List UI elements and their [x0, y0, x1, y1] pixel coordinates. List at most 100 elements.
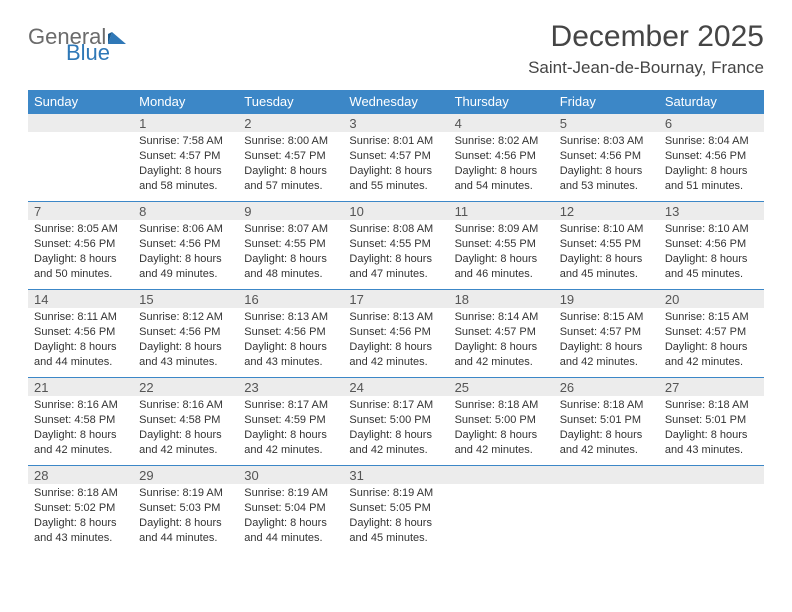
calendar-cell: 30Sunrise: 8:19 AMSunset: 5:04 PMDayligh…: [238, 466, 343, 554]
brand-text: General Blue: [28, 26, 128, 64]
day-number: 9: [238, 202, 343, 220]
calendar-cell: 1Sunrise: 7:58 AMSunset: 4:57 PMDaylight…: [133, 114, 238, 202]
day-details: Sunrise: 8:05 AMSunset: 4:56 PMDaylight:…: [28, 220, 133, 285]
day-details: Sunrise: 8:01 AMSunset: 4:57 PMDaylight:…: [343, 132, 448, 197]
day-number: 10: [343, 202, 448, 220]
brand-logo: General Blue: [28, 26, 128, 64]
day-details: Sunrise: 8:19 AMSunset: 5:03 PMDaylight:…: [133, 484, 238, 549]
calendar-cell: 20Sunrise: 8:15 AMSunset: 4:57 PMDayligh…: [659, 290, 764, 378]
day-details: Sunrise: 8:11 AMSunset: 4:56 PMDaylight:…: [28, 308, 133, 373]
calendar-cell: 14Sunrise: 8:11 AMSunset: 4:56 PMDayligh…: [28, 290, 133, 378]
day-number: 22: [133, 378, 238, 396]
day-number: 25: [449, 378, 554, 396]
day-number: 13: [659, 202, 764, 220]
day-number: 27: [659, 378, 764, 396]
calendar-cell: 17Sunrise: 8:13 AMSunset: 4:56 PMDayligh…: [343, 290, 448, 378]
day-number: 19: [554, 290, 659, 308]
day-number: 11: [449, 202, 554, 220]
calendar-head: SundayMondayTuesdayWednesdayThursdayFrid…: [28, 90, 764, 114]
day-number: 5: [554, 114, 659, 132]
calendar-cell: 13Sunrise: 8:10 AMSunset: 4:56 PMDayligh…: [659, 202, 764, 290]
brand-part2: Blue: [66, 42, 128, 64]
day-number: 1: [133, 114, 238, 132]
day-details: Sunrise: 8:13 AMSunset: 4:56 PMDaylight:…: [343, 308, 448, 373]
calendar-week: 7Sunrise: 8:05 AMSunset: 4:56 PMDaylight…: [28, 202, 764, 290]
day-details: Sunrise: 8:12 AMSunset: 4:56 PMDaylight:…: [133, 308, 238, 373]
day-details: Sunrise: 8:18 AMSunset: 5:01 PMDaylight:…: [554, 396, 659, 461]
day-number: 4: [449, 114, 554, 132]
day-number: 24: [343, 378, 448, 396]
weekday-header: Sunday: [28, 90, 133, 114]
calendar-cell: 15Sunrise: 8:12 AMSunset: 4:56 PMDayligh…: [133, 290, 238, 378]
day-details: Sunrise: 8:10 AMSunset: 4:56 PMDaylight:…: [659, 220, 764, 285]
day-number: 3: [343, 114, 448, 132]
weekday-header: Wednesday: [343, 90, 448, 114]
title-block: December 2025 Saint-Jean-de-Bournay, Fra…: [528, 20, 764, 78]
day-number: 2: [238, 114, 343, 132]
calendar-cell: 27Sunrise: 8:18 AMSunset: 5:01 PMDayligh…: [659, 378, 764, 466]
day-details: Sunrise: 8:08 AMSunset: 4:55 PMDaylight:…: [343, 220, 448, 285]
calendar-cell: 19Sunrise: 8:15 AMSunset: 4:57 PMDayligh…: [554, 290, 659, 378]
calendar-cell: 5Sunrise: 8:03 AMSunset: 4:56 PMDaylight…: [554, 114, 659, 202]
calendar-table: SundayMondayTuesdayWednesdayThursdayFrid…: [28, 90, 764, 554]
day-number: 8: [133, 202, 238, 220]
day-details: Sunrise: 8:04 AMSunset: 4:56 PMDaylight:…: [659, 132, 764, 197]
day-details: Sunrise: 8:07 AMSunset: 4:55 PMDaylight:…: [238, 220, 343, 285]
day-details: Sunrise: 8:14 AMSunset: 4:57 PMDaylight:…: [449, 308, 554, 373]
calendar-cell: 7Sunrise: 8:05 AMSunset: 4:56 PMDaylight…: [28, 202, 133, 290]
calendar-cell: 9Sunrise: 8:07 AMSunset: 4:55 PMDaylight…: [238, 202, 343, 290]
empty-daynum: [28, 114, 133, 132]
day-number: 12: [554, 202, 659, 220]
calendar-week: 1Sunrise: 7:58 AMSunset: 4:57 PMDaylight…: [28, 114, 764, 202]
calendar-cell: [554, 466, 659, 554]
empty-daynum: [554, 466, 659, 484]
calendar-cell: 23Sunrise: 8:17 AMSunset: 4:59 PMDayligh…: [238, 378, 343, 466]
day-number: 28: [28, 466, 133, 484]
weekday-header: Monday: [133, 90, 238, 114]
calendar-cell: 3Sunrise: 8:01 AMSunset: 4:57 PMDaylight…: [343, 114, 448, 202]
calendar-cell: 26Sunrise: 8:18 AMSunset: 5:01 PMDayligh…: [554, 378, 659, 466]
day-number: 29: [133, 466, 238, 484]
day-details: Sunrise: 8:09 AMSunset: 4:55 PMDaylight:…: [449, 220, 554, 285]
day-details: Sunrise: 8:19 AMSunset: 5:04 PMDaylight:…: [238, 484, 343, 549]
calendar-body: 1Sunrise: 7:58 AMSunset: 4:57 PMDaylight…: [28, 114, 764, 554]
day-details: Sunrise: 8:02 AMSunset: 4:56 PMDaylight:…: [449, 132, 554, 197]
weekday-row: SundayMondayTuesdayWednesdayThursdayFrid…: [28, 90, 764, 114]
day-details: Sunrise: 8:03 AMSunset: 4:56 PMDaylight:…: [554, 132, 659, 197]
calendar-cell: 21Sunrise: 8:16 AMSunset: 4:58 PMDayligh…: [28, 378, 133, 466]
day-number: 21: [28, 378, 133, 396]
day-number: 15: [133, 290, 238, 308]
day-number: 26: [554, 378, 659, 396]
day-details: Sunrise: 8:10 AMSunset: 4:55 PMDaylight:…: [554, 220, 659, 285]
day-number: 30: [238, 466, 343, 484]
day-details: Sunrise: 8:16 AMSunset: 4:58 PMDaylight:…: [133, 396, 238, 461]
day-number: 20: [659, 290, 764, 308]
day-details: Sunrise: 8:16 AMSunset: 4:58 PMDaylight:…: [28, 396, 133, 461]
calendar-cell: [659, 466, 764, 554]
calendar-week: 14Sunrise: 8:11 AMSunset: 4:56 PMDayligh…: [28, 290, 764, 378]
calendar-cell: 8Sunrise: 8:06 AMSunset: 4:56 PMDaylight…: [133, 202, 238, 290]
calendar-cell: 4Sunrise: 8:02 AMSunset: 4:56 PMDaylight…: [449, 114, 554, 202]
calendar-cell: 6Sunrise: 8:04 AMSunset: 4:56 PMDaylight…: [659, 114, 764, 202]
calendar-cell: 22Sunrise: 8:16 AMSunset: 4:58 PMDayligh…: [133, 378, 238, 466]
calendar-cell: 18Sunrise: 8:14 AMSunset: 4:57 PMDayligh…: [449, 290, 554, 378]
calendar-cell: 24Sunrise: 8:17 AMSunset: 5:00 PMDayligh…: [343, 378, 448, 466]
day-details: Sunrise: 8:18 AMSunset: 5:02 PMDaylight:…: [28, 484, 133, 549]
weekday-header: Friday: [554, 90, 659, 114]
weekday-header: Thursday: [449, 90, 554, 114]
day-details: Sunrise: 7:58 AMSunset: 4:57 PMDaylight:…: [133, 132, 238, 197]
calendar-cell: 31Sunrise: 8:19 AMSunset: 5:05 PMDayligh…: [343, 466, 448, 554]
weekday-header: Saturday: [659, 90, 764, 114]
calendar-cell: 2Sunrise: 8:00 AMSunset: 4:57 PMDaylight…: [238, 114, 343, 202]
day-number: 6: [659, 114, 764, 132]
day-details: Sunrise: 8:15 AMSunset: 4:57 PMDaylight:…: [554, 308, 659, 373]
day-details: Sunrise: 8:06 AMSunset: 4:56 PMDaylight:…: [133, 220, 238, 285]
header: General Blue December 2025 Saint-Jean-de…: [28, 20, 764, 78]
calendar-week: 28Sunrise: 8:18 AMSunset: 5:02 PMDayligh…: [28, 466, 764, 554]
day-number: 18: [449, 290, 554, 308]
day-details: Sunrise: 8:13 AMSunset: 4:56 PMDaylight:…: [238, 308, 343, 373]
day-number: 16: [238, 290, 343, 308]
day-details: Sunrise: 8:15 AMSunset: 4:57 PMDaylight:…: [659, 308, 764, 373]
weekday-header: Tuesday: [238, 90, 343, 114]
calendar-cell: 11Sunrise: 8:09 AMSunset: 4:55 PMDayligh…: [449, 202, 554, 290]
